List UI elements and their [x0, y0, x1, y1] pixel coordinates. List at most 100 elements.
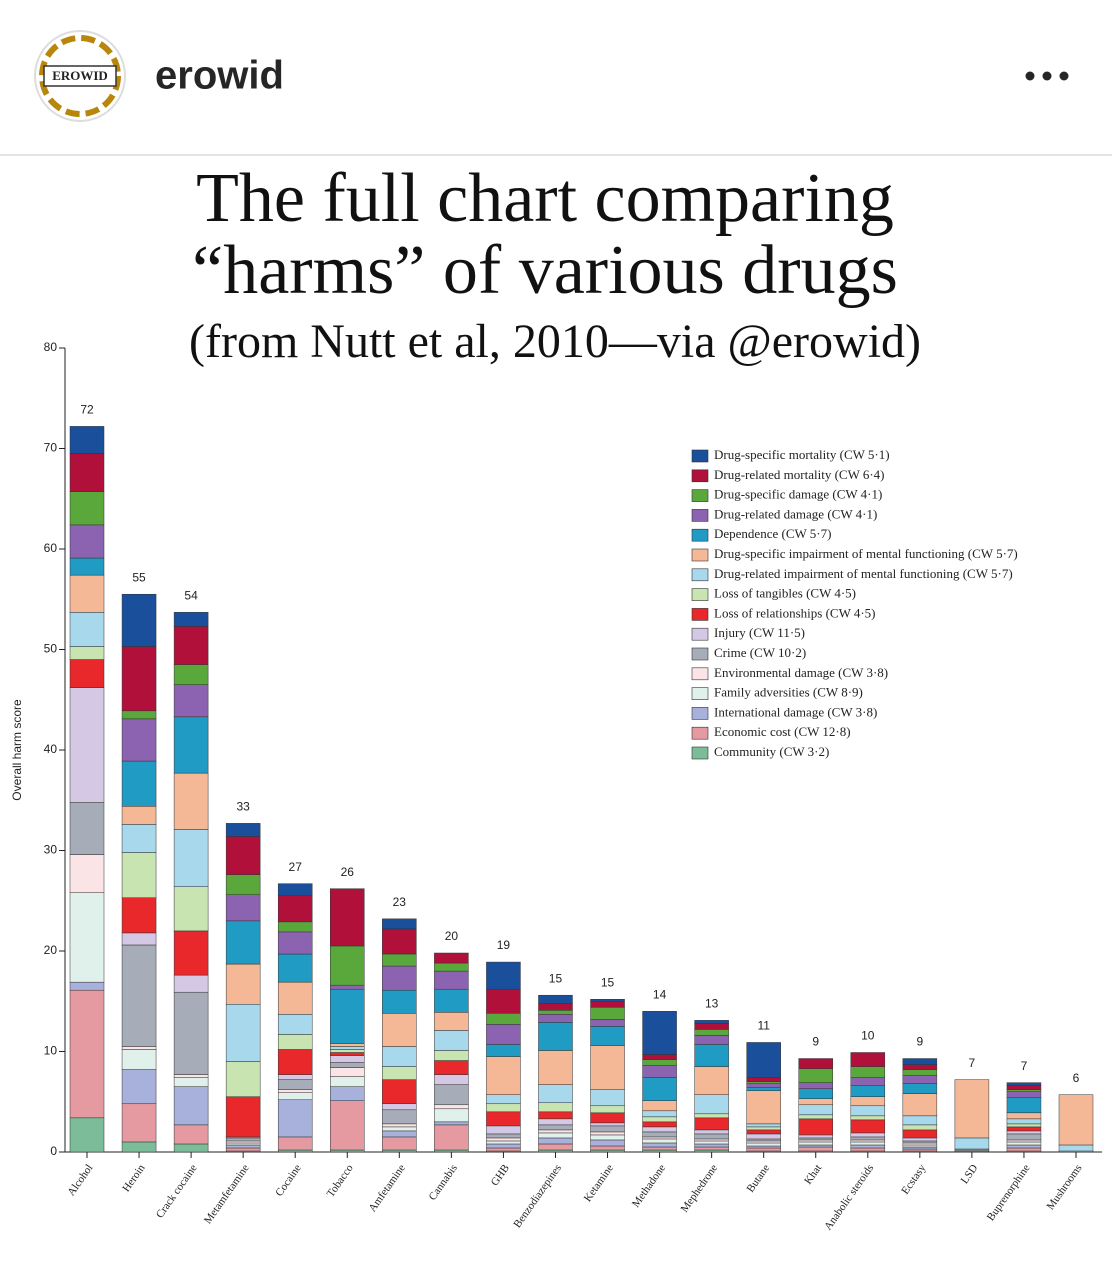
more-dot[interactable]: [1025, 71, 1035, 81]
bar-segment: [434, 1104, 469, 1110]
bar-segment: [850, 1147, 886, 1152]
bar-segment: [642, 1110, 677, 1118]
bar-segment: [382, 918, 417, 930]
legend-label: Drug-related mortality (CW 6·4): [714, 467, 885, 482]
x-tick-label: Buprenorphine: [985, 1162, 1033, 1223]
bar-segment: [173, 1143, 209, 1153]
total-label: 15: [549, 971, 563, 985]
bar-segment: [590, 1007, 625, 1020]
chart-title: The full chart comparing: [196, 160, 894, 237]
bar-segment: [694, 1035, 729, 1045]
bar-segment: [746, 1140, 781, 1144]
bar-segment: [330, 888, 365, 947]
bar-segment: [590, 1026, 625, 1046]
legend-label: Drug-specific impairment of mental funct…: [714, 546, 1018, 561]
legend-label: Drug-related impairment of mental functi…: [714, 566, 1013, 581]
bar-segment: [121, 944, 157, 1047]
bar-segment: [902, 1137, 938, 1142]
bar-segment: [746, 1133, 781, 1140]
bar-segment: [590, 1134, 625, 1141]
bar-segment: [746, 1129, 781, 1135]
bar-segment: [1006, 1082, 1042, 1086]
bar-segment: [69, 453, 105, 492]
bar-segment: [538, 1124, 573, 1131]
bar-segment: [798, 1139, 833, 1143]
bar-segment: [694, 1143, 729, 1148]
total-label: 72: [80, 403, 94, 417]
x-tick-label: Ecstasy: [899, 1162, 928, 1197]
y-tick-label: 80: [44, 340, 58, 354]
bar-segment: [902, 1083, 938, 1094]
bar-segment: [225, 1061, 261, 1097]
bar-segment: [902, 1129, 938, 1139]
bar-segment: [1006, 1130, 1042, 1135]
legend-label: Drug-related damage (CW 4·1): [714, 506, 877, 521]
x-tick-label: Alcohol: [65, 1162, 95, 1198]
bar-segment: [538, 1129, 573, 1134]
x-tick-label: Anabolic steroids: [822, 1162, 876, 1232]
bar-segment: [694, 1029, 729, 1036]
legend-swatch: [691, 469, 709, 483]
bar-segment: [434, 1074, 469, 1085]
bar-segment: [798, 1082, 833, 1089]
bar-segment: [590, 1122, 625, 1127]
bar-segment: [486, 1056, 521, 1095]
bar-segment: [225, 1142, 261, 1146]
bar-segment: [382, 1130, 417, 1138]
bar-segment: [225, 836, 261, 875]
bar-segment: [330, 988, 365, 1044]
x-tick-label: Metamfetamine: [202, 1162, 252, 1226]
bar-segment: [850, 1119, 886, 1134]
bar-segment: [173, 974, 209, 993]
total-label: 9: [916, 1035, 923, 1049]
bar-segment: [902, 1140, 938, 1144]
bar-segment: [486, 1111, 521, 1127]
bar-segment: [382, 1149, 417, 1153]
bar-segment: [538, 1137, 573, 1145]
bar-segment: [538, 1143, 573, 1151]
username[interactable]: erowid: [155, 54, 284, 98]
bar-segment: [121, 593, 157, 647]
bar-segment: [121, 646, 157, 712]
bar-segment: [434, 970, 469, 990]
bar-segment: [69, 426, 105, 454]
bar-segment: [277, 1136, 313, 1151]
bar-segment: [590, 1001, 625, 1008]
x-tick-label: LSD: [959, 1162, 981, 1186]
total-label: 33: [236, 800, 250, 814]
bar-segment: [382, 1123, 417, 1128]
x-tick-label: Crack cocaine: [154, 1162, 200, 1220]
bar-segment: [1006, 1112, 1042, 1120]
bar-segment: [954, 1137, 990, 1150]
bar-segment: [330, 1055, 365, 1063]
bar-segment: [382, 1046, 417, 1067]
more-dot[interactable]: [1042, 71, 1052, 81]
bar-segment: [850, 1115, 886, 1121]
bar-segment: [538, 1010, 573, 1015]
bar-segment: [225, 963, 261, 1005]
bar-segment: [69, 612, 105, 647]
bar-segment: [121, 852, 157, 898]
bar-segment: [382, 1109, 417, 1125]
bar-segment: [642, 1077, 677, 1101]
bar-segment: [173, 886, 209, 932]
bar-segment: [694, 1066, 729, 1095]
bar-segment: [330, 1046, 365, 1050]
bar-segment: [486, 1147, 521, 1152]
bar-segment: [382, 928, 417, 955]
bar-segment: [642, 1059, 677, 1066]
bar-segment: [538, 1102, 573, 1113]
bar-segment: [1006, 1091, 1042, 1098]
bar-segment: [486, 988, 521, 1014]
more-dot[interactable]: [1059, 71, 1069, 81]
bar-segment: [69, 1117, 105, 1153]
legend-label: Loss of relationships (CW 4·5): [714, 605, 876, 620]
bar-segment: [538, 1050, 573, 1085]
bar-segment: [330, 1052, 365, 1056]
total-label: 13: [705, 997, 719, 1011]
bar-segment: [694, 1146, 729, 1151]
legend-label: Crime (CW 10·2): [714, 645, 806, 660]
bar-segment: [590, 1089, 625, 1107]
total-label: 10: [861, 1029, 875, 1043]
